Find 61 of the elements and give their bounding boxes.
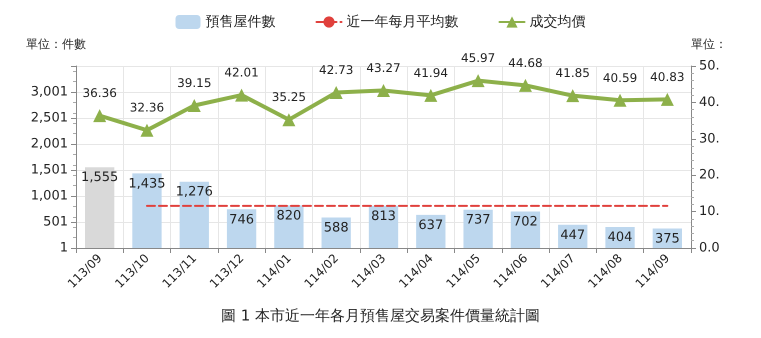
y2-tick-label: 30. [699, 131, 720, 146]
data-label: 820 [276, 208, 302, 224]
point [93, 109, 106, 122]
y-tick-label: 1,001 [30, 188, 68, 204]
y2-tick-label: 10. [699, 204, 720, 220]
data-label: 41.85 [556, 66, 590, 80]
text: 圖 1 本市近一年各月預售屋交易案件價量統計圖 [220, 306, 540, 324]
data-label: 637 [418, 218, 444, 233]
point [140, 124, 154, 137]
data-label: 404 [608, 230, 632, 246]
point [424, 88, 438, 102]
point [472, 74, 485, 88]
point [377, 84, 390, 97]
point [282, 113, 296, 126]
data-label: 42.73 [319, 62, 354, 77]
data-label: 40.83 [650, 70, 685, 84]
y-tick-label: 1,501 [30, 162, 68, 178]
data-label: 36.36 [82, 86, 117, 100]
data-label: 702 [513, 214, 538, 230]
point [188, 98, 201, 112]
y2-tick-label: 0.0 [699, 240, 720, 256]
y-tick-label: 3,001 [30, 84, 68, 100]
data-label: 44.68 [508, 56, 543, 70]
y2-tick-label: 40. [699, 94, 720, 110]
point [330, 86, 343, 99]
y2-axis-title: 單位： [691, 37, 727, 51]
legend-label: 成交均價 [530, 14, 586, 30]
data-label: 39.15 [177, 76, 212, 90]
data-label: 746 [229, 212, 254, 228]
data-label: 1,555 [81, 170, 118, 186]
point [518, 78, 532, 92]
data-label: 1,435 [128, 176, 166, 192]
data-label: 447 [560, 228, 586, 243]
y2-tick-label: 20. [699, 168, 720, 183]
legend-label: 近一年每月平均數 [346, 14, 458, 30]
y-axis-title: 單位：件數 [26, 37, 86, 51]
point [614, 94, 627, 107]
bar [510, 212, 540, 248]
data-label: 43.27 [366, 60, 401, 75]
point [235, 88, 248, 102]
data-label: 32.36 [130, 100, 164, 115]
data-label: 588 [324, 220, 349, 236]
data-label: 41.94 [414, 66, 448, 80]
data-label: 40.59 [602, 70, 638, 85]
point [566, 89, 580, 102]
y2-tick-label: 50. [699, 58, 720, 74]
data-label: 1,276 [176, 184, 213, 200]
data-label: 42.01 [224, 66, 259, 80]
y-tick-label: 2,001 [30, 136, 68, 152]
legend-label: 預售屋件數 [206, 14, 276, 30]
point [660, 92, 674, 106]
y-tick-label: 501 [43, 214, 68, 230]
data-label: 375 [654, 232, 680, 247]
bar [463, 210, 493, 248]
data-label: 45.97 [460, 51, 496, 66]
y-tick-label: 1 [60, 240, 68, 256]
bar [416, 214, 446, 248]
data-label: 35.25 [272, 90, 306, 104]
y-tick-label: 2,501 [30, 110, 68, 126]
data-label: 813 [371, 208, 396, 224]
data-label: 737 [466, 212, 491, 228]
